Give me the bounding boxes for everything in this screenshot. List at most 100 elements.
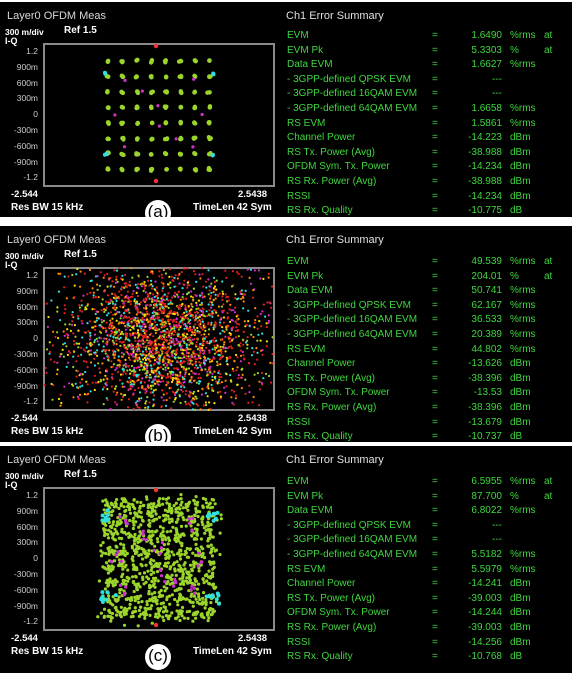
- metric-value: -10.768: [468, 651, 502, 663]
- noise-point: [218, 358, 221, 361]
- noise-point: [252, 289, 255, 292]
- noise-point: [93, 374, 96, 377]
- noise-point: [220, 397, 223, 400]
- noise-point: [56, 310, 59, 313]
- noise-point: [122, 368, 125, 371]
- noise-point: [187, 291, 190, 294]
- noise-point: [157, 375, 160, 378]
- equals-sign: =: [432, 416, 438, 428]
- equals-sign: =: [432, 358, 438, 370]
- noise-point: [170, 336, 173, 340]
- noise-point: [147, 336, 150, 339]
- noise-point: [208, 358, 211, 361]
- noise-point: [136, 302, 139, 305]
- metric-name: RS Rx. Quality: [287, 431, 353, 442]
- noise-point: [164, 404, 168, 407]
- noise-point: [173, 285, 176, 288]
- noise-point: [199, 309, 202, 312]
- noise-point: [93, 308, 96, 311]
- noise-point: [118, 337, 121, 340]
- symbol-point: [134, 137, 140, 142]
- noise-point: [227, 299, 230, 302]
- symbol-point: [110, 532, 114, 536]
- equals-sign: =: [432, 73, 438, 85]
- noise-point: [146, 384, 150, 387]
- noise-point: [198, 319, 201, 322]
- noise-point: [165, 392, 168, 395]
- noise-point: [144, 291, 147, 294]
- noise-point: [179, 320, 182, 323]
- noise-point: [136, 311, 140, 314]
- noise-point: [136, 283, 139, 286]
- noise-point: [53, 360, 56, 363]
- noise-point: [179, 298, 182, 301]
- noise-point: [139, 363, 142, 366]
- noise-point: [201, 273, 204, 276]
- noise-point: [148, 379, 151, 382]
- noise-point: [211, 303, 214, 306]
- metric-value: 5.5182: [471, 549, 502, 560]
- symbol-point: [139, 523, 143, 527]
- noise-point: [204, 329, 207, 332]
- noise-point: [161, 389, 164, 392]
- noise-point: [125, 364, 128, 367]
- noise-point: [141, 350, 145, 353]
- noise-point: [113, 269, 116, 272]
- symbol-point: [137, 515, 141, 519]
- noise-point: [232, 369, 235, 373]
- noise-point: [106, 285, 109, 288]
- symbol-point: [128, 606, 132, 610]
- noise-point: [79, 385, 82, 388]
- symbol-point: [164, 167, 169, 172]
- symbol-point: [114, 502, 118, 506]
- noise-point: [136, 356, 139, 359]
- noise-point: [186, 347, 189, 350]
- noise-point: [217, 353, 220, 356]
- noise-point: [236, 271, 239, 274]
- noise-point: [183, 341, 186, 345]
- noise-point: [264, 372, 268, 375]
- noise-point: [139, 319, 142, 322]
- noise-point: [79, 285, 82, 288]
- noise-point: [243, 320, 246, 323]
- noise-point: [105, 397, 108, 400]
- noise-point: [106, 354, 109, 357]
- symbol-point: [125, 575, 129, 579]
- noise-point: [145, 339, 149, 342]
- pilot-point: [102, 152, 107, 157]
- noise-point: [242, 300, 245, 303]
- noise-point: [246, 343, 249, 346]
- noise-point: [156, 317, 159, 320]
- noise-point: [136, 316, 139, 320]
- noise-point: [166, 354, 169, 357]
- noise-point: [81, 336, 84, 339]
- noise-point: [200, 301, 203, 305]
- noise-point: [44, 366, 47, 370]
- noise-point: [256, 351, 259, 354]
- noise-point: [160, 377, 163, 380]
- noise-point: [115, 403, 118, 406]
- noise-point: [155, 286, 158, 289]
- symbol-point: [111, 580, 115, 584]
- noise-point: [43, 383, 46, 387]
- noise-point: [236, 356, 239, 359]
- metric-unit: dBm: [510, 622, 531, 633]
- symbol-point: [120, 167, 125, 173]
- equals-sign: =: [432, 343, 438, 355]
- noise-point: [197, 354, 200, 357]
- noise-point: [254, 307, 257, 310]
- symbol-point: [99, 611, 103, 615]
- noise-point: [124, 362, 127, 365]
- noise-point: [74, 335, 77, 338]
- qam16-point: [174, 137, 178, 141]
- noise-point: [232, 403, 235, 406]
- symbol-point: [137, 537, 141, 541]
- noise-point: [149, 317, 152, 320]
- noise-point: [177, 335, 180, 338]
- noise-point: [182, 283, 185, 286]
- noise-point: [107, 326, 111, 329]
- noise-point: [237, 344, 240, 347]
- symbol-point: [132, 564, 136, 568]
- metric-value: 1.6658: [471, 103, 502, 114]
- noise-point: [185, 310, 188, 313]
